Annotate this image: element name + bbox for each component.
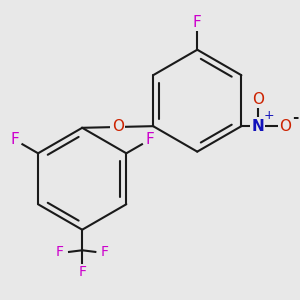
Text: +: + xyxy=(263,109,274,122)
Text: O: O xyxy=(279,119,291,134)
Text: F: F xyxy=(146,132,154,147)
Text: F: F xyxy=(10,132,19,147)
Text: F: F xyxy=(100,245,108,259)
Text: -: - xyxy=(292,110,299,125)
Text: F: F xyxy=(193,15,202,30)
Text: O: O xyxy=(112,119,124,134)
Text: O: O xyxy=(252,92,264,107)
Text: F: F xyxy=(78,266,86,280)
Text: N: N xyxy=(251,119,264,134)
Text: F: F xyxy=(56,245,64,259)
